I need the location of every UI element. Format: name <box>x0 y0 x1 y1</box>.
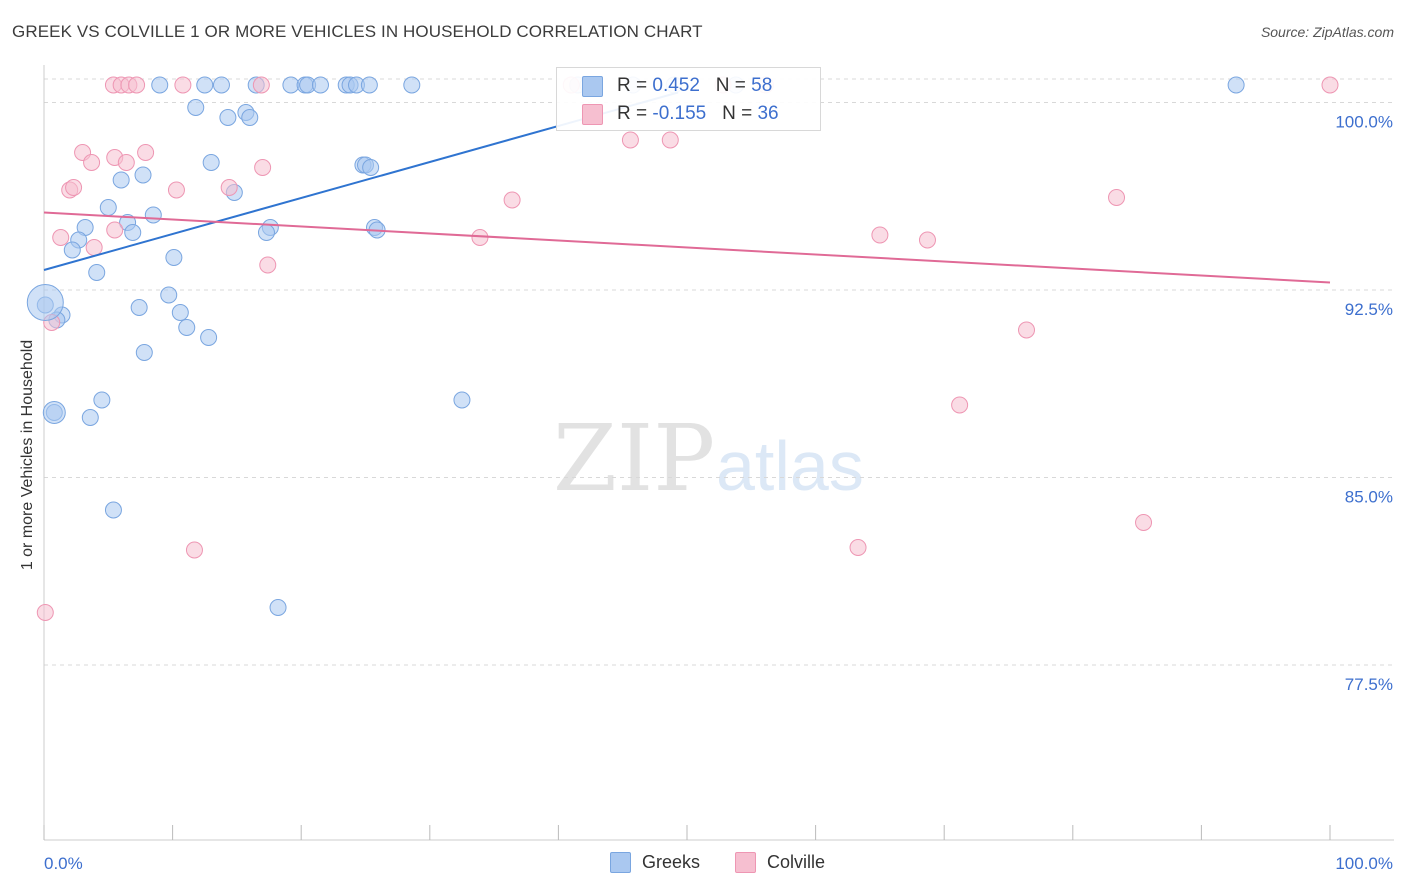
greeks-point <box>171 304 189 321</box>
colville-legend-swatch <box>735 852 756 873</box>
colville-r-label: R = <box>617 103 653 124</box>
greeks-r-label: R = <box>617 75 653 96</box>
colville-point <box>106 221 124 239</box>
colville-point <box>167 181 185 199</box>
colville-legend-label: Colville <box>767 852 826 872</box>
colville-n-label: N = <box>722 103 758 124</box>
greeks-point <box>160 286 178 304</box>
greeks-point <box>241 109 259 126</box>
colville-point <box>83 154 101 171</box>
colville-point <box>849 539 867 556</box>
colville-point <box>220 179 238 196</box>
greeks-point <box>112 171 130 189</box>
y-tick-label: 92.5% <box>1345 300 1393 319</box>
greeks-point <box>282 76 300 94</box>
greeks-point <box>93 391 111 409</box>
colville-point <box>128 76 146 94</box>
colville-point <box>1321 76 1339 94</box>
source-label: Source: ZipAtlas.com <box>1260 24 1394 40</box>
colville-point <box>951 396 969 414</box>
greeks-point <box>99 199 117 216</box>
greeks-point-large <box>42 401 66 424</box>
colville-trend-line <box>43 211 1331 284</box>
greeks-point <box>165 249 183 266</box>
colville-point <box>503 191 521 209</box>
x-tick-label: 100.0% <box>1335 854 1393 873</box>
y-tick-label: 100.0% <box>1335 113 1393 132</box>
colville-point <box>621 131 639 149</box>
series-legend: Greeks Colville <box>0 852 1406 876</box>
greeks-point <box>362 159 380 176</box>
colville-point <box>254 159 272 176</box>
colville-point <box>85 239 103 256</box>
greeks-point <box>219 109 237 126</box>
colville-r-value: -0.155 <box>652 103 707 124</box>
colville-point <box>252 76 270 94</box>
y-tick-label: 77.5% <box>1345 675 1393 694</box>
colville-point <box>1135 514 1153 531</box>
greeks-point <box>360 76 378 94</box>
greeks-point <box>453 391 471 409</box>
chart-title: GREEK VS COLVILLE 1 OR MORE VEHICLES IN … <box>12 22 703 41</box>
greeks-point <box>212 76 230 94</box>
greeks-n-label: N = <box>715 75 752 96</box>
greeks-legend-swatch <box>610 852 631 873</box>
colville-point <box>185 541 203 559</box>
colville-point <box>36 604 54 621</box>
greeks-point <box>257 224 275 241</box>
greeks-point <box>178 319 196 336</box>
greeks-point <box>151 76 169 94</box>
greeks-point <box>403 76 421 94</box>
greeks-point <box>196 76 214 94</box>
colville-point <box>174 76 192 94</box>
greeks-legend-label: Greeks <box>642 852 701 872</box>
greeks-point <box>1227 76 1245 94</box>
colville-point <box>661 131 679 149</box>
greeks-point-large <box>26 284 64 321</box>
greeks-point <box>63 241 81 259</box>
colville-point <box>918 231 936 249</box>
greeks-point <box>81 409 99 426</box>
greeks-point <box>124 224 142 241</box>
legend-item-colville: Colville <box>735 852 825 873</box>
greeks-point <box>187 99 205 116</box>
greeks-point <box>200 329 218 346</box>
x-tick-label: 0.0% <box>44 854 83 873</box>
greeks-point <box>88 264 106 281</box>
greeks-point <box>269 599 287 616</box>
greeks-point <box>144 206 162 224</box>
colville-point <box>1108 189 1126 206</box>
legend-item-greeks: Greeks <box>610 852 700 873</box>
greeks-point <box>104 501 122 519</box>
colville-point <box>259 256 277 274</box>
colville-point <box>52 229 70 246</box>
colville-point <box>65 179 83 196</box>
colville-n-value: 36 <box>757 103 779 124</box>
greeks-point <box>311 76 329 94</box>
colville-point <box>1018 321 1036 339</box>
colville-swatch <box>582 104 603 125</box>
stats-legend: R = 0.452 N = 58 R = -0.155 N = 36 <box>556 67 821 131</box>
greeks-r-value: 0.452 <box>652 75 700 96</box>
greeks-point <box>202 154 220 171</box>
colville-point <box>117 154 135 171</box>
greeks-swatch <box>582 76 603 97</box>
greeks-n-value: 58 <box>751 75 773 96</box>
greeks-point <box>134 166 152 184</box>
y-tick-label: 85.0% <box>1345 488 1393 507</box>
watermark-zip: ZIP <box>553 405 715 512</box>
watermark-atlas: atlas <box>716 427 864 505</box>
colville-point <box>871 226 889 244</box>
greeks-point <box>135 344 153 361</box>
colville-point <box>137 144 155 161</box>
greeks-point <box>130 299 148 316</box>
